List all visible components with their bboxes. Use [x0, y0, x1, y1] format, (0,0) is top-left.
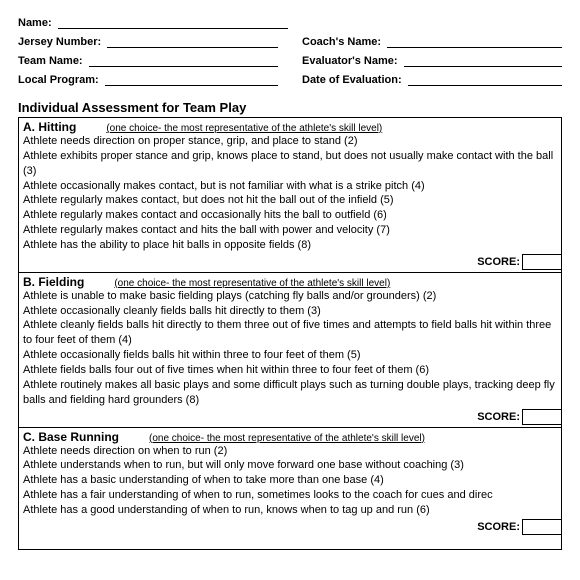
hitting-items: Athlete needs direction on proper stance…	[23, 134, 557, 253]
coach-field: Coach's Name:	[302, 35, 562, 48]
fielding-item: Athlete is unable to make basic fielding…	[23, 289, 557, 304]
section-fielding: B. Fielding (one choice- the most repres…	[18, 273, 562, 428]
baserunning-score-box[interactable]	[522, 519, 562, 535]
program-input-line[interactable]	[105, 73, 278, 86]
hitting-item: Athlete regularly makes contact, but doe…	[23, 193, 557, 208]
baserunning-item: Athlete understands when to run, but wil…	[23, 458, 557, 473]
section-hitting: A. Hitting (one choice- the most represe…	[18, 117, 562, 273]
baserunning-item: Athlete has a fair understanding of when…	[23, 488, 557, 503]
hitting-score-box[interactable]	[522, 254, 562, 270]
hitting-item: Athlete regularly makes contact and occa…	[23, 208, 557, 223]
jersey-label: Jersey Number:	[18, 36, 101, 48]
score-label: SCORE:	[477, 521, 520, 533]
program-field: Local Program:	[18, 73, 278, 86]
baserunning-item: Athlete needs direction on when to run (…	[23, 444, 557, 459]
fielding-title: B. Fielding	[23, 275, 84, 289]
form-header: Name: Jersey Number: Coach's Name: Team …	[18, 16, 562, 86]
fielding-item: Athlete occasionally fields balls hit wi…	[23, 348, 557, 363]
hitting-item: Athlete regularly makes contact and hits…	[23, 223, 557, 238]
assessment-title: Individual Assessment for Team Play	[18, 100, 562, 115]
hitting-note: (one choice- the most representative of …	[106, 123, 382, 134]
date-input-line[interactable]	[408, 73, 562, 86]
evaluator-input-line[interactable]	[404, 54, 562, 67]
name-input-line[interactable]	[58, 16, 288, 29]
hitting-item: Athlete occasionally makes contact, but …	[23, 179, 557, 194]
name-label: Name:	[18, 17, 52, 29]
fielding-items: Athlete is unable to make basic fielding…	[23, 289, 557, 408]
hitting-title: A. Hitting	[23, 120, 76, 134]
coach-input-line[interactable]	[387, 35, 562, 48]
baserunning-score-row: SCORE:	[23, 519, 557, 535]
hitting-score-row: SCORE:	[23, 254, 557, 270]
name-field: Name:	[18, 16, 562, 29]
fielding-item: Athlete routinely makes all basic plays …	[23, 378, 557, 408]
jersey-input-line[interactable]	[107, 35, 278, 48]
hitting-item: Athlete needs direction on proper stance…	[23, 134, 557, 149]
baserunning-item: Athlete has a basic understanding of whe…	[23, 473, 557, 488]
program-label: Local Program:	[18, 74, 99, 86]
fielding-item: Athlete fields balls four out of five ti…	[23, 363, 557, 378]
evaluator-label: Evaluator's Name:	[302, 55, 398, 67]
baserunning-items: Athlete needs direction on when to run (…	[23, 444, 557, 518]
coach-label: Coach's Name:	[302, 36, 381, 48]
score-label: SCORE:	[477, 411, 520, 423]
fielding-item: Athlete occasionally cleanly fields ball…	[23, 304, 557, 319]
fielding-item: Athlete cleanly fields balls hit directl…	[23, 318, 557, 348]
hitting-item: Athlete has the ability to place hit bal…	[23, 238, 557, 253]
team-label: Team Name:	[18, 55, 83, 67]
fielding-score-row: SCORE:	[23, 409, 557, 425]
hitting-item: Athlete exhibits proper stance and grip,…	[23, 149, 557, 179]
jersey-field: Jersey Number:	[18, 35, 278, 48]
evaluator-field: Evaluator's Name:	[302, 54, 562, 67]
date-label: Date of Evaluation:	[302, 74, 402, 86]
fielding-score-box[interactable]	[522, 409, 562, 425]
date-field: Date of Evaluation:	[302, 73, 562, 86]
team-input-line[interactable]	[89, 54, 278, 67]
fielding-note: (one choice- the most representative of …	[114, 278, 390, 289]
baserunning-note: (one choice- the most representative of …	[149, 433, 425, 444]
score-label: SCORE:	[477, 256, 520, 268]
baserunning-item: Athlete has a good understanding of when…	[23, 503, 557, 518]
baserunning-title: C. Base Running	[23, 430, 119, 444]
team-field: Team Name:	[18, 54, 278, 67]
section-baserunning: C. Base Running (one choice- the most re…	[18, 428, 562, 550]
